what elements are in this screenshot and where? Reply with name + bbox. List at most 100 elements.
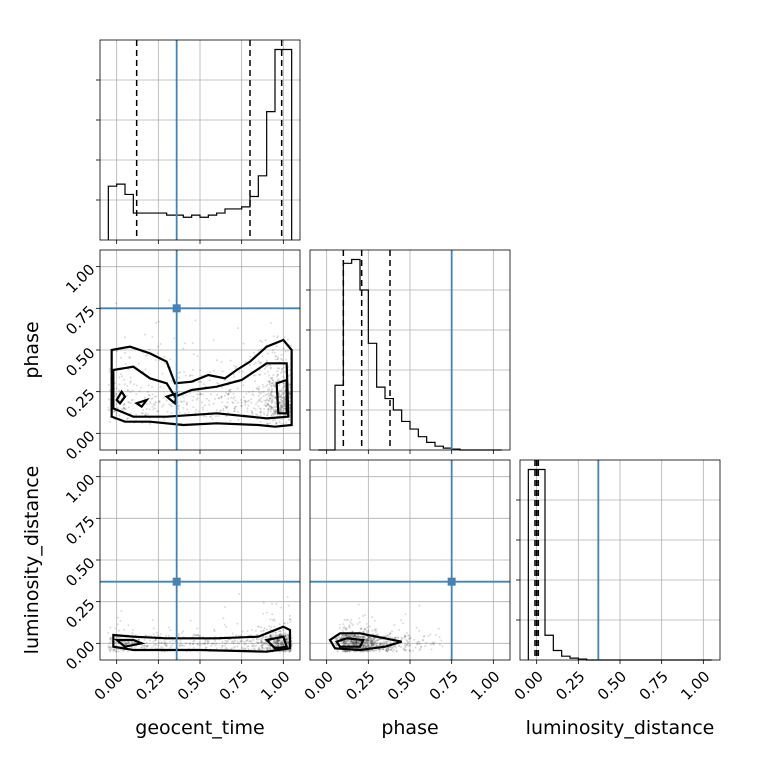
scatter-point xyxy=(381,642,384,645)
scatter-point xyxy=(232,373,235,376)
scatter-point xyxy=(382,648,385,651)
scatter-point xyxy=(144,644,147,647)
scatter-point xyxy=(266,636,269,639)
scatter-point xyxy=(192,634,195,637)
scatter-point xyxy=(261,638,264,641)
scatter-point xyxy=(236,645,239,648)
scatter-point xyxy=(141,412,144,415)
scatter-point xyxy=(407,644,410,647)
scatter-point xyxy=(364,638,367,641)
scatter-point xyxy=(149,402,152,405)
scatter-point xyxy=(234,399,237,402)
scatter-point xyxy=(409,650,412,653)
scatter-point xyxy=(254,374,257,377)
scatter-point xyxy=(129,356,132,359)
scatter-point xyxy=(275,641,278,644)
scatter-point xyxy=(274,631,277,634)
scatter-point xyxy=(283,391,286,394)
scatter-point xyxy=(372,638,375,641)
scatter-point xyxy=(353,635,356,638)
scatter-point xyxy=(253,407,256,410)
scatter-point xyxy=(270,389,273,392)
scatter-point xyxy=(345,641,348,644)
scatter-point xyxy=(259,414,262,417)
scatter-point xyxy=(269,635,272,638)
scatter-point xyxy=(279,357,282,360)
scatter-point xyxy=(415,626,418,629)
scatter-point xyxy=(179,643,182,646)
scatter-point xyxy=(267,394,270,397)
scatter-point xyxy=(150,398,153,401)
scatter-point xyxy=(216,393,219,396)
scatter-point xyxy=(268,386,271,389)
scatter-point xyxy=(379,638,382,641)
scatter-point xyxy=(406,644,409,647)
scatter-point xyxy=(154,639,157,642)
scatter-point xyxy=(194,634,197,637)
y-tick-label: 0.75 xyxy=(62,512,98,548)
scatter-point xyxy=(259,400,262,403)
scatter-point xyxy=(353,641,356,644)
scatter-point xyxy=(133,383,136,386)
scatter-point xyxy=(259,638,262,641)
scatter-point xyxy=(347,634,350,637)
scatter-point xyxy=(214,640,217,643)
scatter-point xyxy=(284,635,287,638)
scatter-point xyxy=(278,393,281,396)
scatter-point xyxy=(359,640,362,643)
scatter-point xyxy=(438,636,441,639)
scatter-point xyxy=(397,636,400,639)
scatter-point xyxy=(240,401,243,404)
scatter-point xyxy=(232,641,235,644)
scatter-point xyxy=(244,400,247,403)
scatter-point xyxy=(223,623,226,626)
scatter-point xyxy=(173,337,176,340)
scatter-point xyxy=(274,635,277,638)
scatter-point xyxy=(211,642,214,645)
scatter-point xyxy=(275,403,278,406)
scatter-point xyxy=(367,639,370,642)
scatter-point xyxy=(368,637,371,640)
scatter-point xyxy=(408,638,411,641)
scatter-point xyxy=(364,645,367,648)
scatter-point xyxy=(353,634,356,637)
scatter-point xyxy=(354,635,357,638)
scatter-point xyxy=(289,614,292,617)
scatter-point xyxy=(344,628,347,631)
scatter-point xyxy=(270,388,273,391)
scatter-point xyxy=(272,374,275,377)
scatter-point xyxy=(269,322,272,325)
scatter-point xyxy=(383,642,386,645)
scatter-point xyxy=(430,648,433,651)
scatter-point xyxy=(252,394,255,397)
scatter-point xyxy=(148,348,151,351)
scatter-point xyxy=(282,375,285,378)
scatter-point xyxy=(367,641,370,644)
scatter-point xyxy=(278,634,281,637)
scatter-point xyxy=(276,642,279,645)
scatter-point xyxy=(401,622,404,625)
scatter-point xyxy=(289,650,292,653)
scatter-point xyxy=(177,401,180,404)
scatter-point xyxy=(125,643,128,646)
scatter-point xyxy=(284,401,287,404)
scatter-point xyxy=(263,372,266,375)
scatter-point xyxy=(364,637,367,640)
scatter-point xyxy=(163,639,166,642)
scatter-point xyxy=(267,404,270,407)
scatter-point xyxy=(201,393,204,396)
scatter-point xyxy=(270,406,273,409)
scatter-point xyxy=(385,649,388,652)
scatter-point xyxy=(269,376,272,379)
scatter-point xyxy=(354,642,357,645)
scatter-point xyxy=(156,352,159,355)
scatter-point xyxy=(275,642,278,645)
scatter-point xyxy=(400,638,403,641)
scatter-point xyxy=(386,640,389,643)
scatter-point xyxy=(274,355,277,358)
scatter-point xyxy=(151,385,154,388)
scatter-point xyxy=(429,643,432,646)
scatter-point xyxy=(266,422,269,425)
scatter-point xyxy=(163,419,166,422)
scatter-point xyxy=(118,636,121,639)
